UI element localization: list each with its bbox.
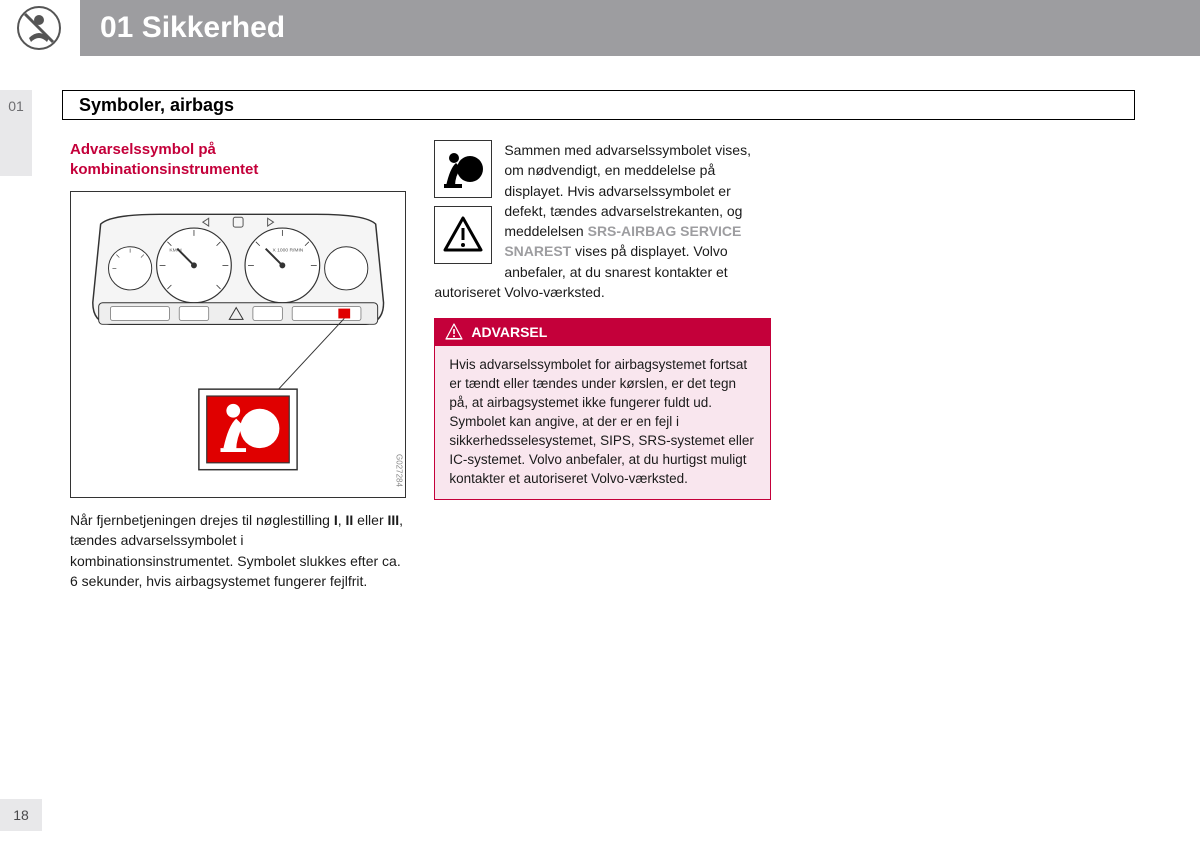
chapter-header: 01 Sikkerhed: [0, 0, 1200, 56]
section-title: Symboler, airbags: [79, 95, 234, 116]
warning-box: ADVARSEL Hvis advarselssymbolet for airb…: [434, 318, 770, 499]
airbag-symbol-icon: [434, 140, 492, 198]
key-position: III: [388, 512, 400, 528]
col1-paragraph: Når fjernbetjeningen drejes til nøglesti…: [70, 510, 406, 591]
side-chapter-tab: 01: [0, 90, 32, 176]
seatbelt-chapter-icon: [0, 0, 80, 56]
dashboard-figure: KM/H X 1000 R/MIN: [70, 191, 406, 498]
subsection-heading: Advarselssymbol på kombinationsinstrumen…: [70, 140, 406, 179]
column-right: [799, 140, 1135, 591]
page-number-value: 18: [13, 807, 29, 823]
warning-triangle-icon: [434, 206, 492, 264]
instrument-cluster-illustration: KM/H X 1000 R/MIN: [81, 202, 395, 482]
content-area: Advarselssymbol på kombinationsinstrumen…: [70, 140, 1135, 591]
warning-body-text: Hvis advarselssymbolet for airbagsysteme…: [434, 346, 770, 499]
warning-header: ADVARSEL: [434, 318, 770, 346]
figure-code: G027284: [394, 454, 403, 487]
page-number: 18: [0, 799, 42, 831]
warning-triangle-small-icon: [445, 323, 463, 341]
section-title-bar: Symboler, airbags: [62, 90, 1135, 120]
warning-label: ADVARSEL: [471, 324, 547, 340]
side-tab-label: 01: [8, 98, 24, 114]
column-left: Advarselssymbol på kombinationsinstrumen…: [70, 140, 406, 591]
column-middle: Sammen med advarselssymbolet vises, om n…: [434, 140, 770, 591]
col2-intro-block: Sammen med advarselssymbolet vises, om n…: [434, 140, 770, 318]
chapter-title: 01 Sikkerhed: [80, 11, 285, 45]
svg-text:X 1000 R/MIN: X 1000 R/MIN: [273, 248, 304, 254]
text: Når fjernbetjeningen drejes til nøglesti…: [70, 512, 334, 528]
text: eller: [353, 512, 387, 528]
inline-icon-stack: [434, 140, 492, 272]
